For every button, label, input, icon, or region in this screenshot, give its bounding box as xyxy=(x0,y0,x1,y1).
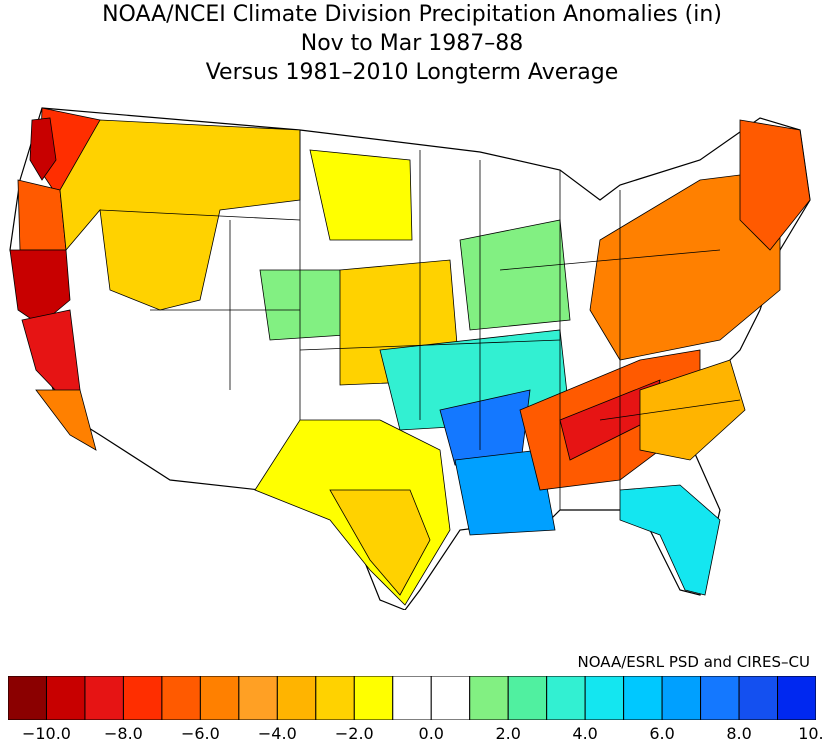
colorbar-tick-label: 6.0 xyxy=(649,724,675,743)
colorbar-tick-label: 0.0 xyxy=(418,724,444,743)
colorbar-swatch xyxy=(661,676,702,720)
colorbar-tick-label: −6.0 xyxy=(180,724,220,743)
colorbar-tick-label: 10.0 xyxy=(798,724,824,743)
region-new-england xyxy=(739,119,811,251)
colorbar-swatch xyxy=(84,676,124,720)
region-pacific-northwest-coast xyxy=(29,117,57,181)
colorbar-tick-label: 8.0 xyxy=(726,724,752,743)
colorbar-tick-label: −2.0 xyxy=(334,724,374,743)
state-borders xyxy=(99,130,741,510)
region-upper-midwest xyxy=(459,219,571,331)
title-line-2: Nov to Mar 1987–88 xyxy=(300,31,524,56)
region-central-california xyxy=(21,309,81,396)
colorbar-tick-label: −10.0 xyxy=(21,724,71,743)
colorbar-swatch xyxy=(507,676,548,720)
region-carolinas xyxy=(639,359,746,461)
colorbar-swatch xyxy=(623,676,663,720)
colorbar-swatch xyxy=(700,676,740,720)
colorbar-tick-label: −8.0 xyxy=(103,724,143,743)
colorbar-swatch xyxy=(738,676,779,720)
colorbar-swatch xyxy=(161,676,201,720)
colorbar-swatch xyxy=(430,676,471,720)
colorbar-swatch xyxy=(8,676,47,720)
region-florida xyxy=(619,484,721,596)
title-line-3: Versus 1981–2010 Longterm Average xyxy=(205,60,619,85)
region-texas-gulf xyxy=(329,489,431,596)
region-northeast xyxy=(589,169,781,361)
credit-label: NOAA/ESRL PSD and CIRES–CU xyxy=(577,653,810,671)
colorbar-swatch xyxy=(276,676,317,720)
region-northern-california xyxy=(9,249,71,326)
region-northern-plains xyxy=(309,149,413,241)
region-colorado-wyoming xyxy=(259,269,346,341)
colorbar-swatch xyxy=(122,676,163,720)
colorbar-swatch xyxy=(584,676,625,720)
colorbar-tick-label: 4.0 xyxy=(572,724,598,743)
region-oregon-coast xyxy=(17,179,67,251)
colorbar-tick-label: 2.0 xyxy=(495,724,521,743)
title-line-1: NOAA/NCEI Climate Division Precipitation… xyxy=(102,2,722,27)
colorbar-swatch xyxy=(546,676,586,720)
us-climate-division-map xyxy=(9,107,811,610)
colorbar-swatch xyxy=(469,676,509,720)
region-louisiana xyxy=(454,449,556,536)
colorbar-swatch xyxy=(392,676,432,720)
colorbar xyxy=(8,676,816,720)
colorbar-swatch xyxy=(199,676,240,720)
colorbar-swatch xyxy=(238,676,278,720)
colorbar-ticks: −10.0 −8.0 −6.0 −4.0 −2.0 0.0 2.0 4.0 6.0 8.0 10.0 xyxy=(0,724,824,744)
colorbar-tick-label: −4.0 xyxy=(257,724,297,743)
colorbar-swatch xyxy=(315,676,355,720)
region-southern-california xyxy=(35,389,97,451)
colorbar-swatch xyxy=(45,676,86,720)
colorbar-swatch xyxy=(777,676,816,720)
colorbar-swatch xyxy=(353,676,394,720)
